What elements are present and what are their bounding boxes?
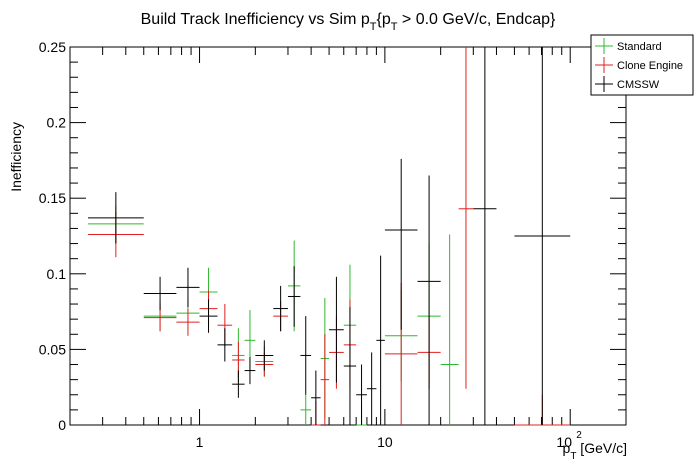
data-point [356, 364, 367, 425]
data-point [458, 47, 474, 389]
x-tick-label: 10 [556, 434, 572, 450]
y-tick-label: 0.2 [47, 115, 67, 131]
legend-label: CMSSW [617, 79, 660, 91]
data-point [300, 316, 312, 395]
data-point [514, 47, 571, 425]
y-tick-label: 0.15 [39, 190, 66, 206]
data-point [287, 266, 301, 327]
data-point [473, 47, 497, 425]
x-axis-label: pT [GeV/c] [563, 440, 627, 462]
series-cmssw [87, 47, 571, 425]
data-point [255, 340, 274, 371]
data-point [440, 234, 459, 425]
data-point [87, 192, 144, 244]
data-point [417, 175, 441, 425]
data-point [376, 255, 385, 425]
legend-label: Standard [617, 41, 662, 53]
data-point [217, 328, 233, 362]
data-point [273, 285, 288, 332]
x-tick-label-exponent: 2 [576, 430, 582, 441]
legend: Standard Clone Engine CMSSW [590, 34, 694, 96]
data-point [343, 307, 357, 425]
x-tick-label: 10 [377, 434, 393, 450]
legend-entry-standard: Standard [595, 38, 662, 54]
x-tick-label: 1 [196, 434, 204, 450]
data-point [176, 308, 200, 336]
data-point [320, 334, 330, 425]
plot-frame [69, 46, 627, 426]
data-point [244, 356, 256, 385]
legend-label: Clone Engine [617, 60, 683, 72]
data-point [300, 394, 312, 425]
data-point [384, 158, 418, 330]
data-point [311, 370, 321, 425]
y-tick-label: 0.05 [39, 341, 66, 357]
data-point [143, 276, 177, 311]
y-tick-label: 0 [58, 417, 66, 433]
y-axis-label: Inefficiency [8, 122, 24, 192]
y-tick-label: 0.1 [47, 266, 67, 282]
data-series [87, 47, 571, 426]
data-point [329, 276, 344, 383]
data-point [176, 267, 200, 308]
data-point [232, 370, 245, 398]
legend-entry-clone-engine: Clone Engine [595, 57, 683, 73]
data-point [199, 299, 218, 333]
legend-entry-cmssw: CMSSW [595, 76, 660, 92]
y-tick-label: 0.25 [39, 39, 66, 55]
chart-title: Build Track Inefficiency vs Sim pT{pT > … [141, 11, 556, 33]
data-point [366, 352, 377, 425]
